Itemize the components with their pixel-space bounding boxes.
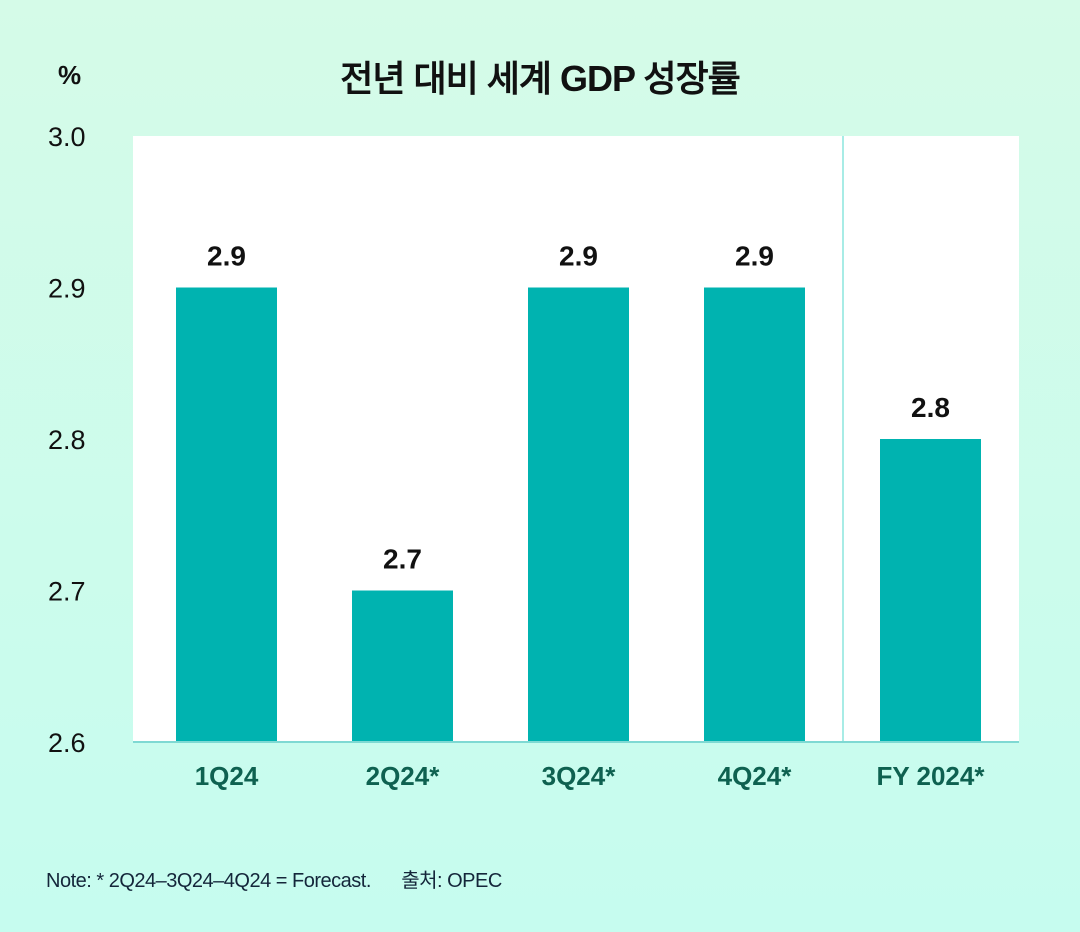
y-tick-label: 2.8 (48, 425, 86, 455)
x-tick-label: 1Q24 (195, 761, 259, 791)
chart-title: 전년 대비 세계 GDP 성장률 (340, 58, 740, 99)
bar (176, 287, 277, 742)
y-tick-label: 2.6 (48, 728, 86, 758)
footnote: Note: * 2Q24–3Q24–4Q24 = Forecast. 출처: O… (46, 870, 502, 892)
bar (704, 287, 805, 742)
y-tick-label: 2.7 (48, 577, 86, 607)
data-label: 2.9 (207, 241, 246, 272)
y-tick-label: 3.0 (48, 122, 86, 152)
data-label: 2.8 (911, 392, 950, 423)
bar (352, 590, 453, 742)
bar (880, 439, 981, 742)
data-label: 2.9 (559, 241, 598, 272)
data-label: 2.9 (735, 241, 774, 272)
y-axis-unit: % (58, 60, 82, 90)
data-label: 2.7 (383, 544, 422, 575)
x-tick-label: 3Q24* (542, 761, 617, 791)
x-tick-label: FY 2024* (877, 761, 986, 791)
x-tick-label: 2Q24* (366, 761, 441, 791)
x-tick-label: 4Q24* (718, 761, 793, 791)
bar (528, 287, 629, 742)
y-tick-label: 2.9 (48, 274, 86, 304)
